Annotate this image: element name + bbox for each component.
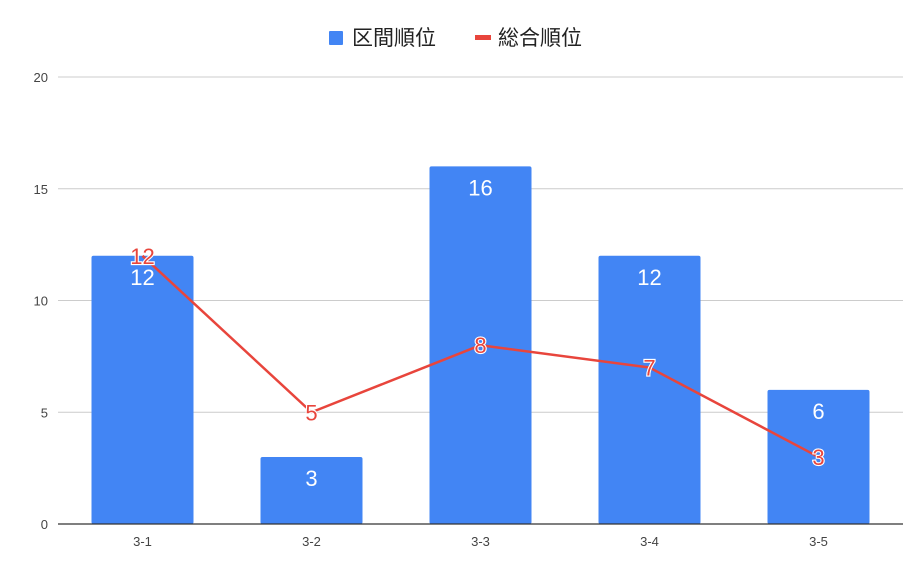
legend: 区間順位 総合順位 (329, 26, 582, 50)
bar (260, 456, 363, 524)
y-tick-label: 5 (41, 405, 48, 420)
bar-data-label: 6 (812, 399, 824, 424)
line-data-label: 12 (130, 244, 154, 269)
y-tick-label: 0 (41, 517, 48, 532)
bar-data-label: 12 (130, 265, 154, 290)
x-tick-label: 3-2 (302, 534, 321, 549)
bar-series: 12 3 16 12 6 (91, 166, 870, 525)
y-tick-label: 15 (34, 182, 48, 197)
legend-swatch-line (475, 35, 491, 40)
bar-data-label: 3 (305, 466, 317, 491)
x-axis-ticks: 3-1 3-2 3-3 3-4 3-5 (133, 534, 828, 549)
line-data-label: 3 (812, 445, 824, 470)
y-tick-label: 10 (34, 294, 48, 309)
bar-data-label: 16 (468, 175, 492, 200)
line-data-label: 8 (474, 333, 486, 358)
line-data-label: 7 (643, 356, 655, 381)
y-tick-label: 20 (34, 70, 48, 85)
legend-label-bar: 区間順位 (352, 26, 436, 50)
line-data-label: 5 (305, 400, 317, 425)
x-tick-label: 3-5 (809, 534, 828, 549)
y-axis-ticks: 0 5 10 15 20 (34, 70, 48, 532)
line-path (141, 254, 820, 459)
bar-data-label: 12 (637, 265, 661, 290)
x-tick-label: 3-1 (133, 534, 152, 549)
bar (598, 255, 701, 525)
legend-swatch-bar (329, 31, 343, 45)
x-tick-label: 3-4 (640, 534, 659, 549)
bar (91, 255, 194, 525)
legend-label-line: 総合順位 (498, 26, 582, 50)
line-series: 12 5 8 7 3 (129, 243, 826, 471)
x-tick-label: 3-3 (471, 534, 490, 549)
